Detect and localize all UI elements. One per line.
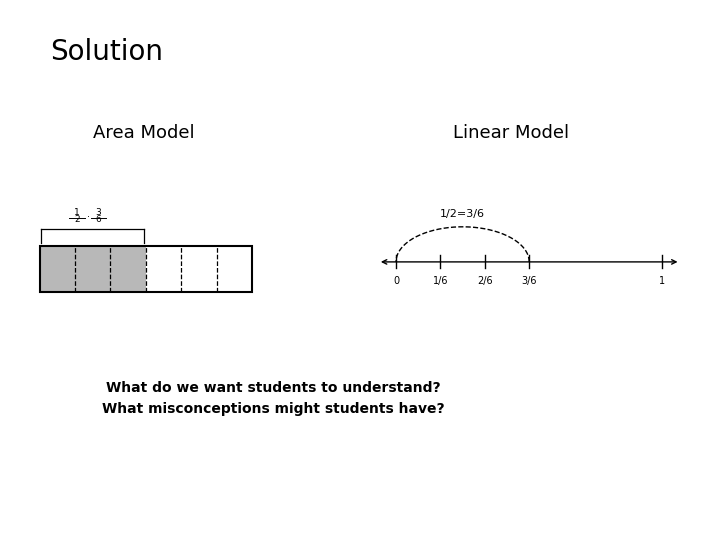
Text: 3: 3 (96, 208, 102, 217)
Text: ·: · (87, 212, 90, 222)
Text: 1/2=3/6: 1/2=3/6 (440, 208, 485, 219)
Text: 1: 1 (660, 276, 665, 287)
Text: Solution: Solution (50, 38, 163, 66)
Text: 6: 6 (96, 215, 102, 224)
Text: What misconceptions might students have?: What misconceptions might students have? (102, 402, 445, 416)
Bar (40, 246, 252, 292)
Text: 0: 0 (393, 276, 399, 287)
Text: 2: 2 (74, 215, 80, 224)
Text: 1: 1 (74, 208, 80, 217)
Text: 1/6: 1/6 (433, 276, 448, 287)
Text: 2/6: 2/6 (477, 276, 492, 287)
Text: What do we want students to understand?: What do we want students to understand? (107, 381, 441, 395)
Text: Linear Model: Linear Model (453, 124, 570, 142)
Text: Area Model: Area Model (93, 124, 195, 142)
Bar (40, 246, 145, 292)
Text: 3/6: 3/6 (521, 276, 537, 287)
